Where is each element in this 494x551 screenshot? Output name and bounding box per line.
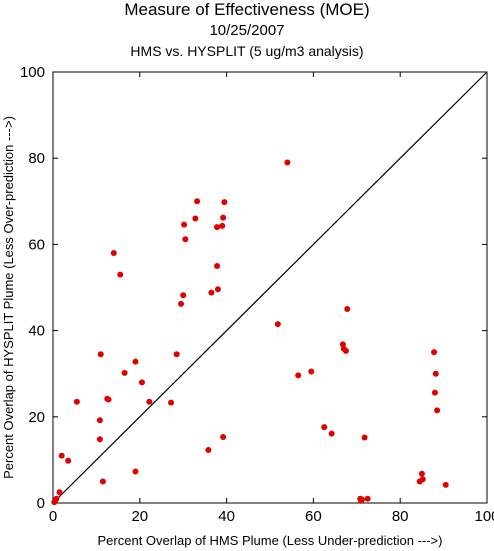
y-tick-label: 60 (28, 236, 45, 253)
data-point (221, 199, 228, 206)
data-point (181, 221, 188, 228)
data-point (117, 271, 124, 278)
data-point (105, 396, 112, 403)
data-point (344, 306, 351, 313)
reference-line-y-equals-x (52, 71, 488, 504)
data-point (418, 470, 425, 477)
data-point (53, 495, 60, 502)
data-point (58, 452, 65, 459)
y-tick-label: 0 (37, 495, 45, 512)
data-point (359, 496, 366, 503)
x-tick-label: 0 (49, 508, 57, 525)
data-point (97, 351, 104, 358)
data-point (274, 321, 281, 328)
data-point (219, 222, 226, 229)
data-point (182, 236, 189, 243)
data-point (364, 495, 371, 502)
data-point (214, 286, 221, 293)
data-point (138, 379, 145, 386)
data-point (284, 159, 291, 166)
data-point (178, 300, 185, 307)
x-axis-label: Percent Overlap of HMS Plume (Less Under… (98, 533, 443, 548)
data-point (214, 262, 221, 269)
data-point (432, 370, 439, 377)
x-axis-ticks: 0 20 40 60 80 100 (49, 72, 494, 525)
x-tick-label: 100 (474, 508, 494, 525)
x-tick-label: 80 (392, 508, 409, 525)
data-point (194, 198, 201, 205)
data-point (321, 424, 328, 431)
chart-subtitle-date: 10/25/2007 (209, 22, 285, 39)
data-points (51, 159, 449, 506)
data-point (308, 368, 315, 375)
data-point (361, 434, 368, 441)
data-point (192, 215, 199, 222)
data-point (342, 347, 349, 354)
data-point (419, 476, 426, 483)
data-point (214, 224, 221, 231)
chart-subtitle-analysis: HMS vs. HYSPLIT (5 ug/m3 analysis) (130, 43, 364, 59)
data-point (65, 457, 72, 464)
y-axis-label: Percent Overlap of HYSPLIT Plume (Less O… (1, 116, 16, 479)
y-tick-label: 80 (28, 150, 45, 167)
data-point (99, 478, 106, 485)
data-point (205, 446, 212, 453)
data-point (220, 434, 227, 441)
data-point (168, 399, 175, 406)
y-tick-label: 20 (28, 409, 45, 426)
data-point (96, 417, 103, 424)
chart-title: Measure of Effectiveness (MOE) (124, 0, 370, 19)
data-point (121, 369, 128, 376)
data-point (208, 289, 215, 296)
data-point (146, 398, 153, 405)
data-point (96, 436, 103, 443)
data-point (180, 292, 187, 299)
y-tick-label: 100 (20, 64, 45, 81)
data-point (442, 481, 449, 488)
x-tick-label: 60 (305, 508, 322, 525)
data-point (73, 398, 80, 405)
data-point (132, 468, 139, 475)
data-point (56, 489, 63, 496)
data-point (431, 349, 438, 356)
y-tick-label: 40 (28, 323, 45, 340)
data-point (434, 407, 441, 414)
plot-frame (52, 71, 488, 504)
x-tick-label: 20 (131, 508, 148, 525)
data-point (295, 372, 302, 379)
x-tick-label: 40 (218, 508, 235, 525)
data-point (431, 389, 438, 396)
data-point (110, 250, 117, 257)
y-axis-ticks: 0 20 40 60 80 100 (20, 64, 487, 512)
data-point (173, 351, 180, 358)
data-point (328, 430, 335, 437)
data-point (132, 358, 139, 365)
data-point (220, 214, 227, 221)
